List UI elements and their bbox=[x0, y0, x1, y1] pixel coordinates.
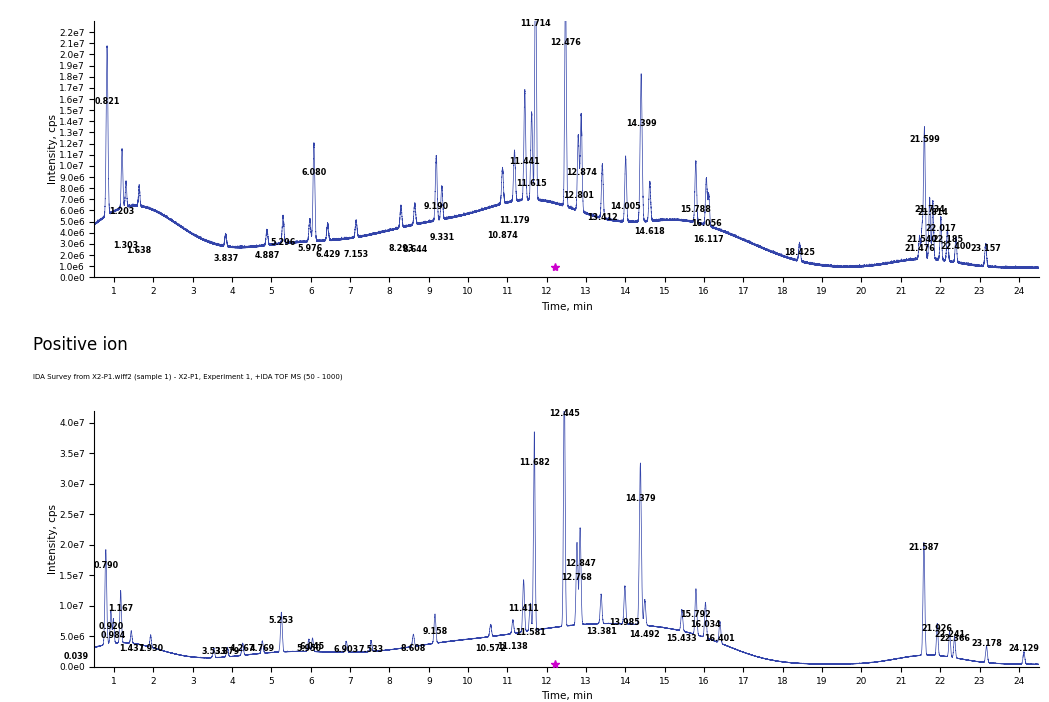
Text: 5.976: 5.976 bbox=[297, 244, 322, 253]
Text: 23.178: 23.178 bbox=[971, 639, 1002, 648]
Text: 7.153: 7.153 bbox=[344, 250, 368, 258]
Text: 14.618: 14.618 bbox=[635, 227, 665, 237]
Text: 22.400: 22.400 bbox=[941, 241, 971, 251]
Text: 21.926: 21.926 bbox=[922, 624, 952, 633]
Text: 14.005: 14.005 bbox=[611, 201, 641, 211]
Text: 11.682: 11.682 bbox=[519, 458, 550, 467]
X-axis label: Time, min: Time, min bbox=[540, 302, 593, 312]
Text: 12.768: 12.768 bbox=[561, 574, 593, 583]
Text: 6.080: 6.080 bbox=[301, 168, 326, 177]
Text: Positive ion: Positive ion bbox=[33, 336, 128, 355]
Text: 1.303: 1.303 bbox=[113, 241, 138, 250]
Text: 12.476: 12.476 bbox=[550, 38, 581, 47]
Text: 11.615: 11.615 bbox=[516, 180, 547, 188]
Text: 14.399: 14.399 bbox=[626, 119, 657, 128]
Text: 11.179: 11.179 bbox=[499, 216, 530, 225]
Text: 5.950: 5.950 bbox=[296, 644, 321, 653]
Text: 12.445: 12.445 bbox=[549, 409, 580, 418]
Text: 16.117: 16.117 bbox=[693, 235, 724, 244]
Text: 12.847: 12.847 bbox=[564, 559, 596, 569]
Text: 0.039: 0.039 bbox=[64, 652, 89, 661]
Text: 10.874: 10.874 bbox=[487, 231, 518, 239]
Text: 15.788: 15.788 bbox=[681, 205, 711, 214]
Text: 12.801: 12.801 bbox=[563, 190, 594, 199]
Text: 4.769: 4.769 bbox=[250, 644, 275, 653]
Text: 9.190: 9.190 bbox=[424, 201, 449, 211]
Text: 9.158: 9.158 bbox=[423, 627, 448, 635]
Text: 16.401: 16.401 bbox=[705, 635, 735, 644]
Y-axis label: Intensity, cps: Intensity, cps bbox=[47, 114, 58, 184]
Text: 5.296: 5.296 bbox=[271, 239, 296, 247]
Text: 11.581: 11.581 bbox=[515, 628, 545, 637]
Text: 8.293: 8.293 bbox=[388, 244, 413, 253]
Text: 3.879: 3.879 bbox=[215, 647, 240, 656]
Text: 1.638: 1.638 bbox=[127, 246, 152, 256]
Text: 23.157: 23.157 bbox=[970, 244, 1001, 253]
Text: 3.533: 3.533 bbox=[201, 647, 227, 656]
Text: 21.814: 21.814 bbox=[918, 208, 948, 218]
Text: 1.437: 1.437 bbox=[119, 644, 144, 653]
Text: IDA Survey from X2-P1.wiff2 (sample 1) - X2-P1, Experiment 1, +IDA TOF MS (50 - : IDA Survey from X2-P1.wiff2 (sample 1) -… bbox=[33, 373, 343, 380]
Text: 21.734: 21.734 bbox=[915, 205, 945, 214]
Text: 21.540: 21.540 bbox=[906, 235, 938, 244]
Text: 12.874: 12.874 bbox=[565, 168, 597, 177]
Text: 22.241: 22.241 bbox=[935, 630, 965, 640]
Text: 1.203: 1.203 bbox=[109, 207, 134, 216]
Text: 10.572: 10.572 bbox=[475, 644, 506, 653]
Text: 6.429: 6.429 bbox=[315, 250, 340, 258]
Text: 7.533: 7.533 bbox=[359, 645, 384, 654]
Text: 22.017: 22.017 bbox=[925, 224, 957, 233]
Text: 16.034: 16.034 bbox=[690, 621, 721, 630]
Text: 0.984: 0.984 bbox=[101, 631, 126, 640]
Text: 15.433: 15.433 bbox=[666, 635, 698, 644]
X-axis label: Time, min: Time, min bbox=[540, 691, 593, 701]
Text: 14.379: 14.379 bbox=[625, 494, 656, 503]
Y-axis label: Intensity, cps: Intensity, cps bbox=[47, 504, 58, 574]
Text: 1.167: 1.167 bbox=[108, 604, 133, 613]
Text: 5.253: 5.253 bbox=[269, 616, 294, 625]
Text: 1.930: 1.930 bbox=[138, 644, 164, 653]
Text: 8.644: 8.644 bbox=[402, 245, 427, 254]
Text: 13.412: 13.412 bbox=[587, 213, 618, 222]
Text: 22.366: 22.366 bbox=[939, 635, 970, 644]
Text: 11.714: 11.714 bbox=[520, 19, 551, 28]
Text: 4.267: 4.267 bbox=[230, 644, 255, 653]
Text: 16.056: 16.056 bbox=[691, 220, 722, 228]
Text: 13.985: 13.985 bbox=[609, 618, 640, 627]
Text: 0.790: 0.790 bbox=[93, 562, 119, 570]
Text: 11.138: 11.138 bbox=[497, 642, 529, 651]
Text: 11.441: 11.441 bbox=[510, 157, 540, 166]
Text: 21.476: 21.476 bbox=[904, 244, 935, 253]
Text: 18.425: 18.425 bbox=[784, 249, 815, 258]
Text: 14.492: 14.492 bbox=[629, 630, 660, 640]
Text: 21.587: 21.587 bbox=[908, 543, 939, 552]
Text: 6.045: 6.045 bbox=[300, 642, 325, 651]
Text: 22.185: 22.185 bbox=[932, 235, 963, 244]
Text: 11.411: 11.411 bbox=[509, 604, 539, 613]
Text: 9.331: 9.331 bbox=[429, 233, 454, 242]
Text: 13.381: 13.381 bbox=[585, 627, 617, 635]
Text: 0.821: 0.821 bbox=[94, 97, 120, 106]
Text: 3.837: 3.837 bbox=[213, 254, 238, 263]
Text: 4.887: 4.887 bbox=[254, 251, 280, 260]
Text: 21.599: 21.599 bbox=[909, 135, 940, 144]
Text: 15.792: 15.792 bbox=[681, 610, 711, 619]
Text: 8.608: 8.608 bbox=[401, 644, 426, 653]
Text: 24.129: 24.129 bbox=[1008, 644, 1040, 653]
Text: 6.903: 6.903 bbox=[334, 645, 359, 654]
Text: 0.920: 0.920 bbox=[99, 622, 124, 631]
